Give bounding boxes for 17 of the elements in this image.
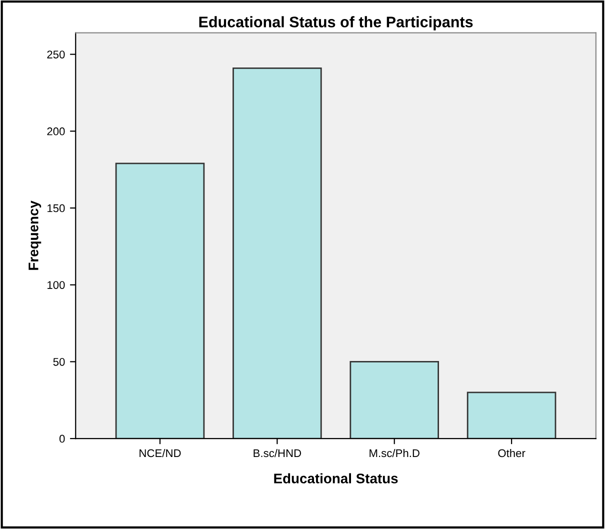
x-axis-title: Educational Status: [274, 473, 398, 484]
y-tick-label: 250: [47, 50, 65, 58]
y-tick-label: 100: [48, 281, 65, 289]
y-tick-label: 50: [53, 358, 65, 366]
x-tick-label: Other: [498, 448, 526, 458]
bar: [350, 361, 440, 439]
y-tick-label: 150: [48, 204, 65, 212]
x-tick-label: B.sc/HND: [254, 448, 302, 458]
bar: [232, 67, 322, 439]
y-axis-title: Frequency: [28, 200, 42, 270]
x-tick-label: M.sc/Ph.D: [370, 448, 420, 458]
bar: [466, 392, 556, 439]
y-tick-label: 0: [59, 434, 65, 443]
y-tick-label: 200: [47, 127, 65, 136]
bar: [115, 162, 205, 439]
chart-title: Educational Status of the Participants: [199, 16, 473, 30]
x-tick-label: NCE/ND: [140, 448, 181, 458]
